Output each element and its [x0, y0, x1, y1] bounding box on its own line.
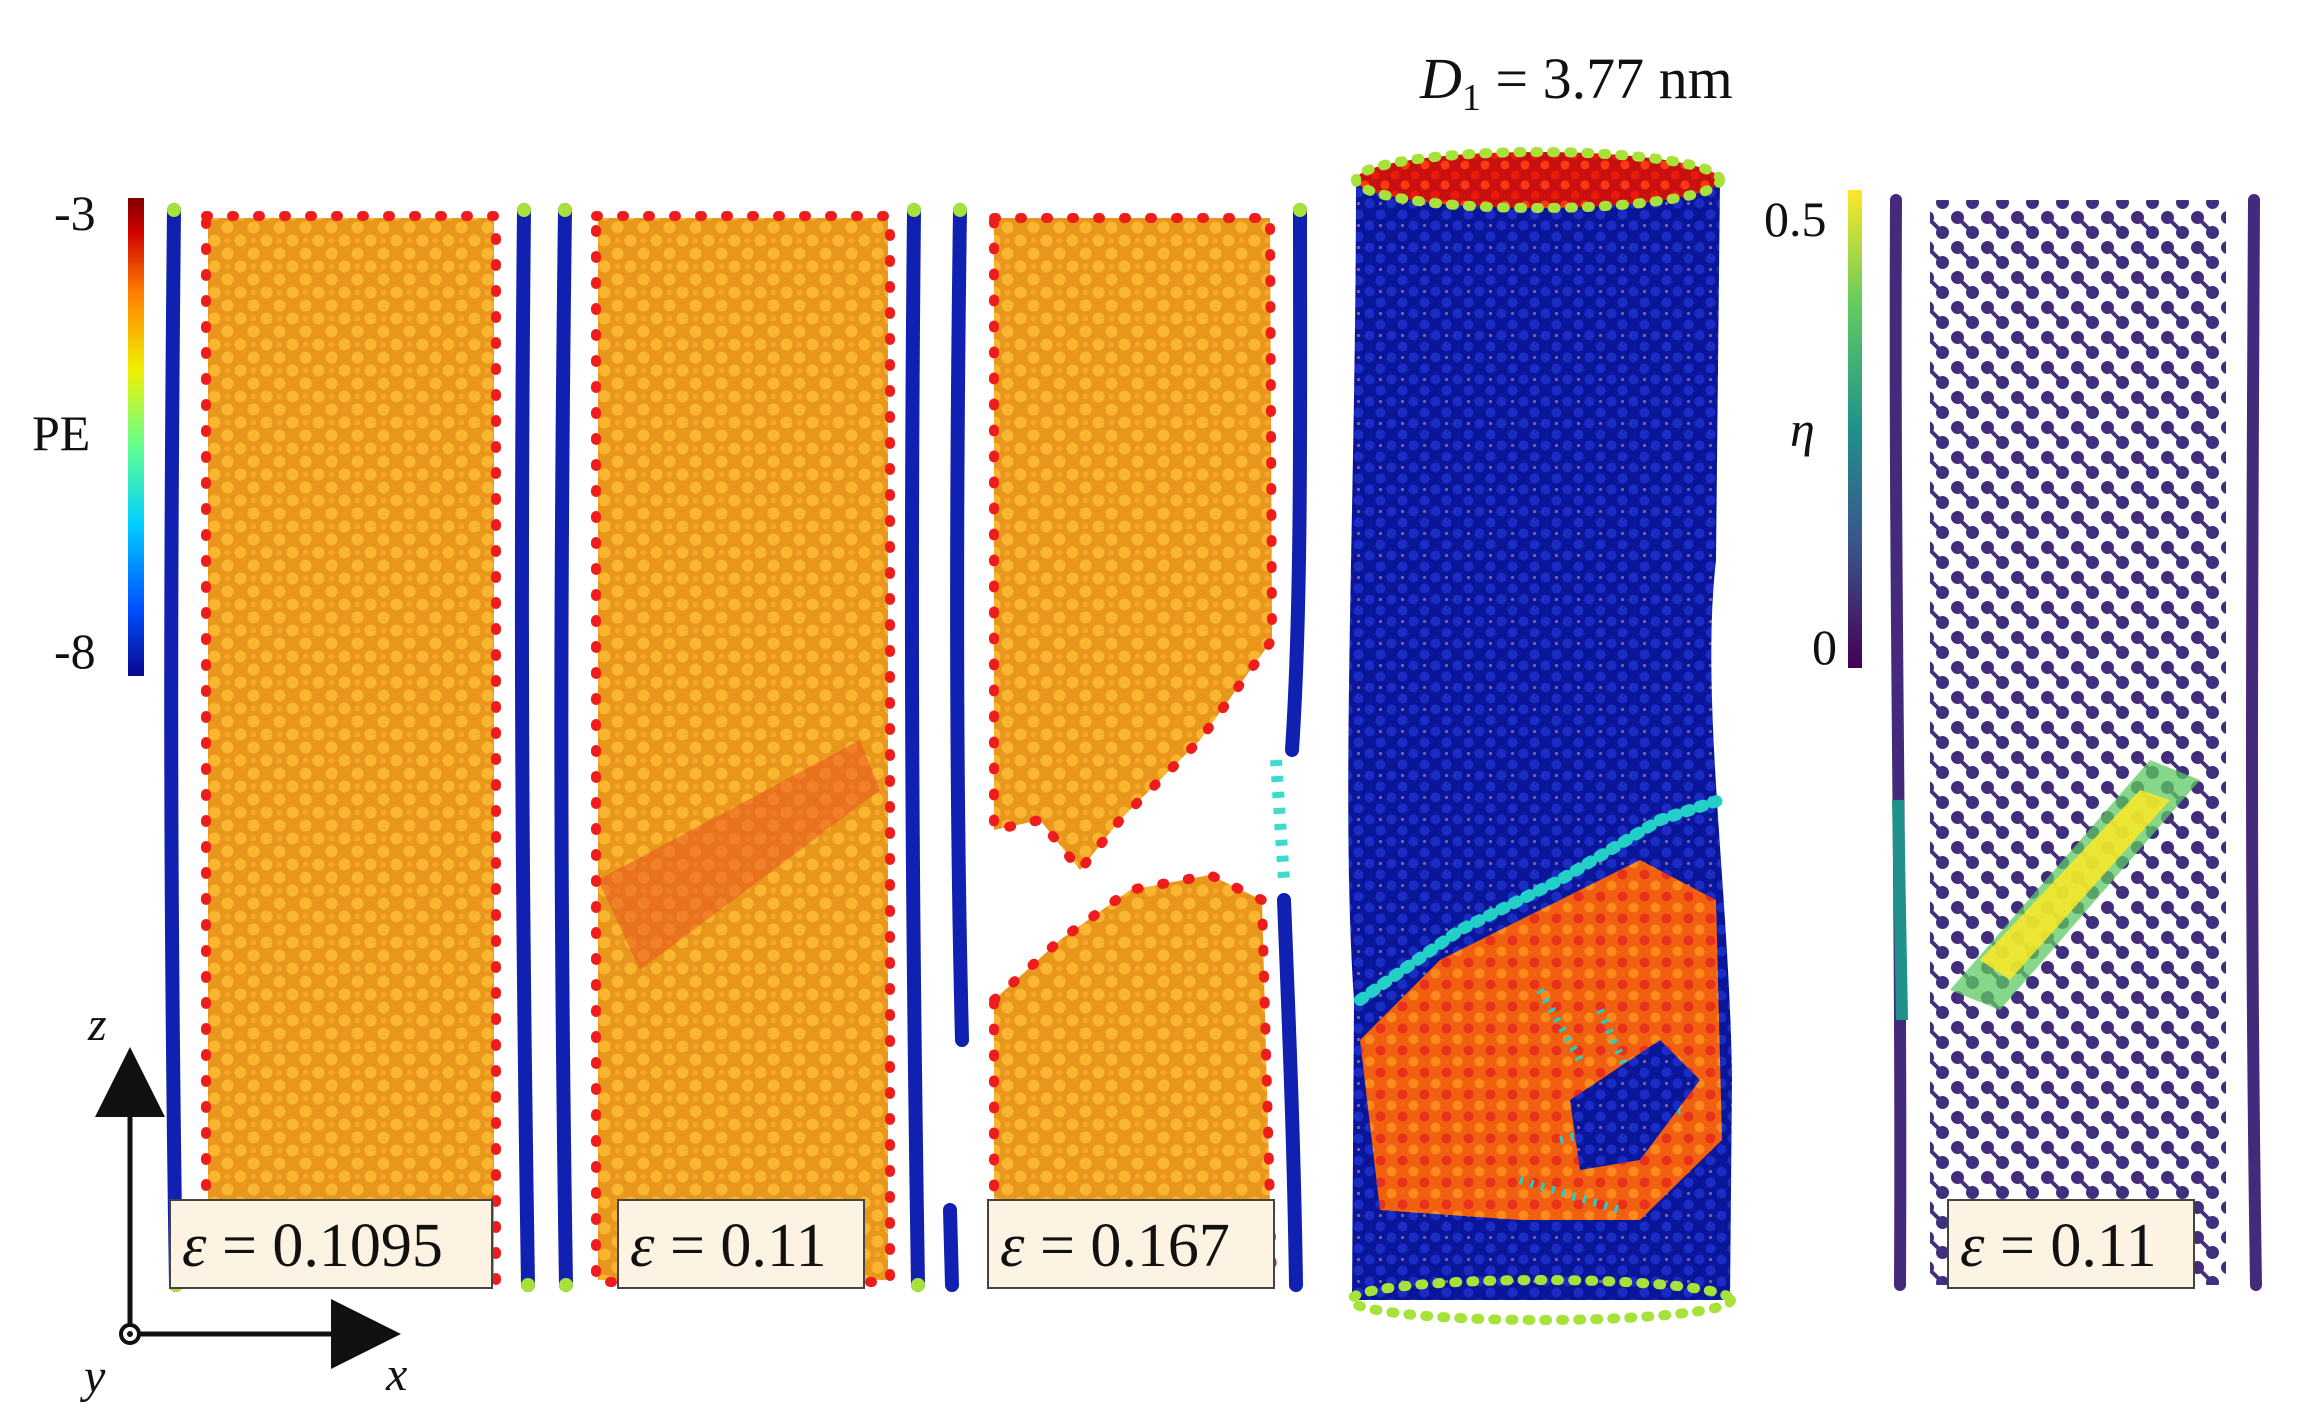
panel-4: ε = 0.11 [1889, 194, 2262, 1291]
panel-2-cap-top-left [558, 203, 572, 217]
eta-colorbar-label: η [1790, 401, 1815, 457]
panel-3-upper-fragment-edge [989, 213, 1278, 879]
figure-title: D1 = 3.77 nm [1419, 46, 1733, 119]
panel-3-fracture-fragments [1270, 759, 1290, 881]
panel-2-left-wall [554, 203, 573, 1292]
y-axis-origin-dot [127, 1331, 133, 1337]
coordinate-axes: z x y [79, 998, 407, 1403]
panel-2-strain-symbol: ε [630, 1212, 655, 1280]
panel-3-strain-symbol: ε [1000, 1212, 1025, 1280]
panel-4-strain-label: ε = 0.11 [1960, 1212, 2157, 1280]
panel-2: ε = 0.11 [554, 203, 925, 1292]
panel-4-strain-value: = 0.11 [1984, 1212, 2156, 1280]
pe-colorbar: -3 PE -8 [32, 185, 144, 679]
panel-4-shear-band-core [1980, 790, 2170, 980]
pe-colorbar-gradient [128, 198, 144, 676]
panel-4-core [1930, 200, 2226, 1285]
panel-3-cap-top-left [953, 203, 967, 217]
panel-1: ε = 0.1095 [164, 203, 535, 1292]
panel-2-core [598, 218, 888, 1280]
panel-1-cap-top-right [517, 203, 531, 217]
panel-3-right-wall-lower [1277, 893, 1303, 1292]
nanotube-fracture-boundary [1354, 794, 1726, 1006]
panel-1-core [208, 218, 494, 1280]
panel-2-right-wall [904, 203, 925, 1292]
panel-4-strain-box [1947, 1199, 2195, 1289]
eta-colorbar: 0.5 η 0 [1764, 190, 1862, 675]
panel-1-strain-box [169, 1199, 493, 1289]
panel-2-strain-value: = 0.11 [654, 1212, 826, 1280]
eta-colorbar-gradient [1848, 190, 1862, 668]
eta-colorbar-max-label: 0.5 [1764, 191, 1827, 247]
nanotube-3d [1346, 147, 1736, 1325]
panel-2-cap-bottom-right [911, 1278, 925, 1292]
panel-3-strain-value: = 0.167 [1024, 1212, 1229, 1280]
panel-3-left-wall-lower [943, 1203, 959, 1292]
panel-3-lower-fragment-edge [989, 869, 1278, 1285]
panel-4-strain-symbol: ε [1960, 1212, 1985, 1280]
panel-1-cap-bottom-right [521, 1278, 535, 1292]
panel-2-cap-bottom-left [559, 1278, 573, 1292]
panel-3-strain-box [987, 1199, 1275, 1289]
panel-3-lower-fragment [994, 875, 1272, 1280]
panel-3: ε = 0.167 [943, 203, 1308, 1292]
pe-colorbar-min-label: -8 [54, 623, 96, 679]
x-axis-label: x [385, 1348, 407, 1401]
title-symbol: D [1419, 46, 1462, 111]
panel-3-right-wall-upper [1285, 203, 1308, 757]
panel-2-strain-label: ε = 0.11 [630, 1212, 827, 1280]
panel-3-cap-top-right [1293, 203, 1307, 217]
panel-2-strain-box [617, 1199, 865, 1289]
panel-4-right-wall [2246, 194, 2262, 1291]
pe-colorbar-max-label: -3 [54, 185, 96, 241]
eta-colorbar-min-label: 0 [1812, 619, 1837, 675]
panel-1-right-wall [514, 203, 535, 1292]
panel-4-left-wall-highlight [1892, 799, 1908, 1021]
panel-1-strain-value: = 0.1095 [206, 1212, 442, 1280]
panel-3-upper-fragment [994, 218, 1272, 870]
title-subscript: 1 [1462, 77, 1481, 119]
panel-1-strain-symbol: ε [182, 1212, 207, 1280]
nanotube-top-opening [1351, 147, 1725, 213]
pe-colorbar-label: PE [32, 405, 90, 461]
nanotube-blue-patch [1570, 1040, 1700, 1170]
panel-4-left-wall [1889, 194, 1907, 1291]
panel-2-shear-band [598, 740, 880, 970]
panel-1-cap-top-left [167, 203, 181, 217]
panel-3-left-wall-upper [950, 203, 969, 1047]
z-axis-label: z [87, 998, 107, 1051]
y-axis-label: y [79, 1350, 106, 1403]
panel-1-core-edge [201, 211, 501, 1287]
panel-1-left-wall [164, 203, 183, 1292]
nanotube-bottom-rim [1346, 1275, 1736, 1325]
title-rest: = 3.77 nm [1481, 46, 1733, 111]
panel-2-cap-top-right [907, 203, 921, 217]
panel-3-strain-label: ε = 0.167 [1000, 1212, 1230, 1280]
panel-1-strain-label: ε = 0.1095 [182, 1212, 443, 1280]
